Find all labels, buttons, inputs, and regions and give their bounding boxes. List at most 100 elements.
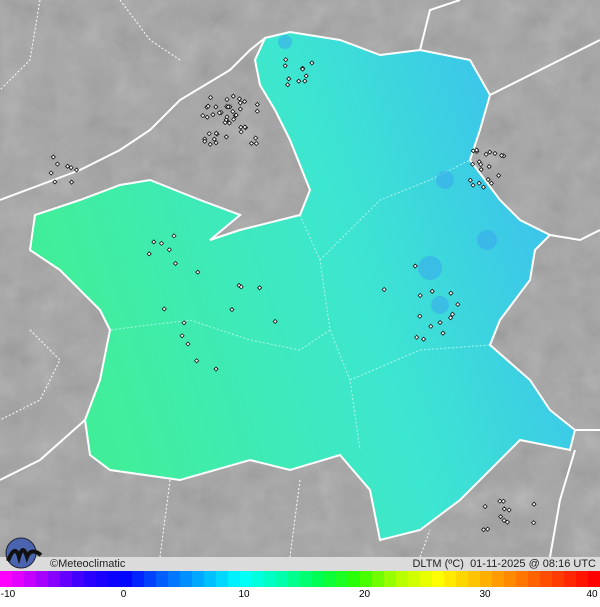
station-marker xyxy=(485,526,491,532)
station-marker xyxy=(483,151,489,157)
station-marker xyxy=(242,124,248,130)
station-marker xyxy=(428,323,434,329)
station-marker xyxy=(213,130,219,136)
color-step xyxy=(492,571,505,587)
station-marker xyxy=(478,166,484,173)
weather-stations xyxy=(48,57,537,533)
color-step xyxy=(120,571,133,587)
color-step xyxy=(504,571,517,587)
station-marker xyxy=(440,330,446,336)
color-step xyxy=(36,571,49,587)
station-marker xyxy=(429,288,435,294)
color-step xyxy=(204,571,217,587)
station-marker xyxy=(506,507,512,513)
color-step xyxy=(540,571,553,587)
color-step xyxy=(300,571,313,587)
station-marker xyxy=(504,519,510,525)
temperature-map xyxy=(0,0,600,557)
station-marker xyxy=(448,315,454,321)
color-step xyxy=(324,571,337,587)
color-step xyxy=(420,571,433,587)
region-castilla-la-mancha xyxy=(28,30,577,542)
tick-label: 40 xyxy=(586,589,598,600)
cold-spots xyxy=(278,35,497,314)
station-marker xyxy=(181,320,187,326)
station-marker xyxy=(171,233,177,239)
station-marker xyxy=(437,320,443,326)
station-marker xyxy=(478,161,484,167)
color-step xyxy=(96,571,109,587)
tick-label: 0 xyxy=(120,589,127,600)
station-marker xyxy=(254,101,260,108)
station-marker xyxy=(283,57,289,63)
station-marker xyxy=(470,182,476,188)
station-marker xyxy=(204,114,210,120)
station-marker xyxy=(48,170,54,176)
station-marker xyxy=(499,152,505,159)
station-marker xyxy=(172,260,179,267)
station-marker xyxy=(469,161,476,167)
station-marker xyxy=(497,498,503,504)
color-step xyxy=(0,571,13,587)
color-step xyxy=(216,571,229,587)
station-marker xyxy=(486,164,492,170)
station-marker xyxy=(500,498,506,504)
station-marker xyxy=(225,104,231,110)
color-step xyxy=(588,571,600,587)
station-marker xyxy=(238,284,244,290)
color-step xyxy=(468,571,481,587)
station-marker xyxy=(65,163,71,169)
station-marker xyxy=(309,60,315,66)
color-step xyxy=(432,571,445,587)
station-marker xyxy=(417,313,423,319)
color-step xyxy=(144,571,157,587)
tick-label: 10 xyxy=(238,589,250,600)
station-marker xyxy=(285,82,291,88)
color-scale-bar xyxy=(0,571,600,587)
station-marker xyxy=(211,136,217,142)
station-marker xyxy=(531,501,537,507)
color-step xyxy=(132,571,145,587)
station-marker xyxy=(195,269,201,275)
station-marker xyxy=(213,104,219,110)
station-marker xyxy=(223,134,229,140)
station-marker xyxy=(300,66,306,72)
station-marker xyxy=(236,282,242,288)
date-label: 01-11-2025 xyxy=(470,558,526,570)
station-marker xyxy=(531,520,537,526)
station-marker xyxy=(237,106,243,112)
color-step xyxy=(288,571,301,587)
station-marker xyxy=(207,141,213,147)
station-marker xyxy=(205,103,211,109)
color-step xyxy=(312,571,325,587)
station-marker xyxy=(501,517,507,523)
variable-label: DLTM (ºC) xyxy=(412,558,464,570)
station-marker xyxy=(253,140,259,147)
station-marker xyxy=(213,366,219,372)
station-marker xyxy=(69,179,75,185)
color-step xyxy=(12,571,25,587)
station-marker xyxy=(208,94,214,101)
station-marker xyxy=(216,110,222,116)
station-marker xyxy=(158,240,165,246)
station-marker xyxy=(501,506,507,512)
station-marker xyxy=(224,114,230,120)
station-marker xyxy=(492,150,498,157)
color-step xyxy=(180,571,193,587)
timestamp-label: DLTM (ºC) 01-11-2025 @ 08:16 UTC xyxy=(412,558,596,570)
station-marker xyxy=(487,149,493,155)
station-marker xyxy=(151,239,157,245)
color-step xyxy=(252,571,265,587)
tick-label: 30 xyxy=(479,589,491,600)
station-marker xyxy=(206,131,212,137)
station-marker xyxy=(476,180,482,186)
station-marker xyxy=(414,334,420,340)
station-marker xyxy=(254,108,260,114)
color-step xyxy=(456,571,469,587)
station-marker xyxy=(302,78,308,84)
station-marker xyxy=(421,336,427,342)
color-step xyxy=(264,571,277,587)
color-step xyxy=(240,571,253,587)
station-marker xyxy=(481,527,487,533)
secondary-borders xyxy=(0,0,431,557)
